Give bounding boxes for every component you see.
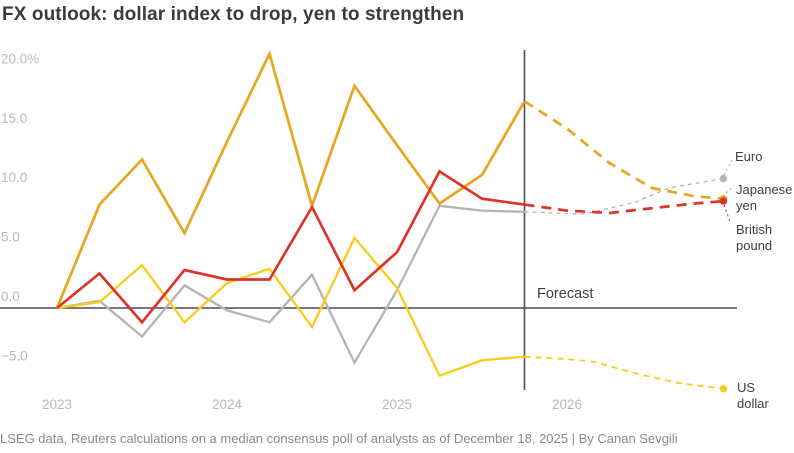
series-line-us-dollar bbox=[56, 235, 525, 378]
series-line-british-pound bbox=[56, 169, 525, 325]
series-label-euro: Euro bbox=[735, 149, 763, 164]
forecast-line-us-dollar bbox=[524, 355, 724, 390]
y-tick-label: 15.0 bbox=[1, 111, 27, 126]
end-dot-euro bbox=[719, 174, 728, 183]
forecast-line-british-pound bbox=[524, 199, 724, 215]
label-connector-british-pound bbox=[723, 204, 731, 223]
label-connector-euro bbox=[723, 159, 733, 176]
y-tick-label: 10.0 bbox=[1, 170, 27, 185]
series-label-us-dollar: US dollar bbox=[737, 380, 769, 411]
forecast-section-label: Forecast bbox=[537, 286, 594, 302]
y-tick-label: −5.0 bbox=[1, 348, 28, 363]
series-line-japanese-yen bbox=[55, 49, 526, 309]
x-tick-label: 2023 bbox=[42, 397, 72, 412]
x-tick-label: 2025 bbox=[382, 397, 412, 412]
y-tick-label: 20.0% bbox=[1, 51, 39, 66]
series-label-japanese-yen: Japanese yen bbox=[736, 182, 793, 213]
x-tick-label: 2024 bbox=[212, 397, 243, 412]
end-dot-british-pound bbox=[719, 197, 728, 205]
end-dot-us-dollar bbox=[719, 385, 728, 393]
source-attribution: LSEG data, Reuters calculations on a med… bbox=[0, 431, 678, 446]
y-tick-label: 5.0 bbox=[1, 230, 20, 245]
x-tick-label: 2026 bbox=[552, 397, 582, 412]
series-label-british-pound: British pound bbox=[736, 222, 773, 253]
chart-title: FX outlook: dollar index to drop, yen to… bbox=[2, 4, 465, 25]
series-line-euro bbox=[56, 204, 525, 366]
label-connector-japanese-yen bbox=[725, 186, 734, 194]
y-tick-label: 0.0 bbox=[1, 289, 20, 304]
forecast-line-japanese-yen bbox=[523, 100, 724, 201]
